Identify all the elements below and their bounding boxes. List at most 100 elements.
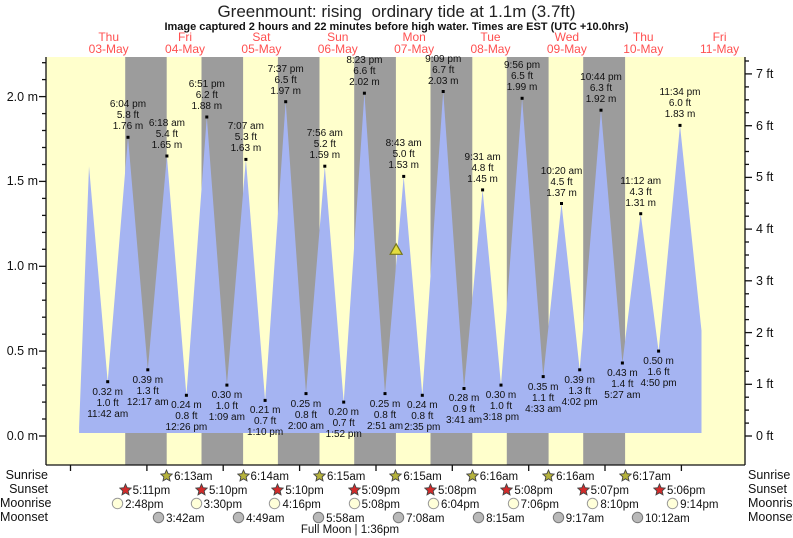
star-shape bbox=[312, 468, 327, 482]
tide-extreme-dot bbox=[462, 387, 466, 390]
tide-extreme-dot bbox=[520, 96, 524, 100]
tide-annotation-line: 6.5 ft bbox=[274, 74, 297, 86]
day-weekday: Wed bbox=[554, 30, 580, 44]
y-label-ft: 7 ft bbox=[756, 66, 774, 81]
tide-annotation-line: 7:37 pm bbox=[267, 63, 304, 75]
day-date: 07-May bbox=[394, 42, 435, 56]
tide-annotation-line: 0.30 m bbox=[211, 390, 243, 402]
moonrise-circle-icon bbox=[427, 497, 440, 513]
tide-annotation-line: 4:50 pm bbox=[640, 378, 677, 390]
y-label-m: 2.0 m bbox=[6, 89, 38, 104]
low-tide-annotation: 0.50 m 1.6 ft 4:50 pm bbox=[627, 356, 691, 389]
tide-annotation-line: 0.25 m bbox=[369, 398, 401, 410]
high-tide-annotation: 11:12 am 4.3 ft 1.31 m bbox=[609, 176, 673, 209]
tide-extreme-dot bbox=[304, 392, 308, 396]
moon-phase-note: Full Moon | 1:36pm bbox=[300, 524, 400, 536]
tide-annotation-line: 6:18 am bbox=[148, 117, 185, 129]
sunrise-event: 6:17am bbox=[618, 468, 671, 485]
moonset-circle-icon bbox=[552, 511, 565, 527]
sunrise-star-icon bbox=[465, 468, 480, 485]
sunset-event: 5:08pm bbox=[423, 482, 476, 499]
tide-annotation-line: 4.5 ft bbox=[550, 176, 573, 188]
tide-annotation-line: 6.6 ft bbox=[353, 66, 376, 78]
tide-annotation-line: 6.3 ft bbox=[589, 83, 613, 95]
high-tide-annotation: 10:44 pm 6.3 ft 1.92 m bbox=[569, 72, 633, 105]
moonrise-time: 9:14pm bbox=[680, 498, 719, 511]
tide-area bbox=[79, 91, 702, 433]
sunrise-event: 6:14am bbox=[236, 468, 289, 485]
low-tide-annotation: 0.39 m 1.3 ft 4:02 pm bbox=[548, 375, 612, 408]
row-label-left-sunset: Sunset bbox=[9, 482, 48, 496]
sunset-time: 5:10pm bbox=[208, 484, 248, 497]
moonrise-event: 3:30pm bbox=[190, 497, 242, 513]
tide-extreme-dot bbox=[106, 380, 110, 384]
tide-extreme-dot bbox=[362, 91, 366, 95]
sunset-event: 5:07pm bbox=[576, 482, 629, 499]
tide-annotation-line: 10:20 am bbox=[540, 165, 583, 177]
tide-annotation-line: 0.28 m bbox=[448, 393, 480, 405]
high-tide-annotation: 7:37 pm 6.5 ft 1.97 m bbox=[254, 64, 318, 97]
tide-annotation-line: 4.8 ft bbox=[471, 162, 494, 174]
day-date: 11-May bbox=[700, 42, 740, 56]
tide-annotation-line: 4:02 pm bbox=[561, 396, 598, 408]
low-tide-annotation: 0.39 m 1.3 ft 12:17 am bbox=[116, 375, 180, 408]
tide-annotation-line: 1.31 m bbox=[625, 197, 656, 209]
low-tide-annotation: 0.28 m 0.9 ft 3:41 am bbox=[432, 393, 496, 426]
tide-annotation-line: 0.24 m bbox=[171, 400, 202, 412]
tide-extreme-dot bbox=[441, 90, 445, 93]
sunrise-event: 6:16am bbox=[541, 468, 594, 485]
tide-annotation-line: 1.3 ft bbox=[136, 385, 159, 397]
circle-shape bbox=[312, 511, 325, 523]
tide-annotation-line: 6.5 ft bbox=[510, 71, 534, 83]
day-date: 08-May bbox=[470, 42, 511, 56]
moonrise-circle-icon bbox=[268, 497, 281, 513]
sunset-time: 5:06pm bbox=[666, 484, 706, 497]
sunset-event: 5:11pm bbox=[118, 482, 170, 499]
sunrise-star-icon bbox=[389, 468, 403, 485]
tide-annotation-line: 6.2 ft bbox=[195, 89, 218, 101]
tide-annotation-line: 5.8 ft bbox=[116, 110, 140, 122]
tide-annotation-line: 1.53 m bbox=[388, 160, 419, 172]
sunset-star-icon bbox=[423, 482, 438, 499]
moonset-time: 7:08am bbox=[406, 512, 445, 525]
moonrise-time: 3:30pm bbox=[203, 498, 243, 511]
row-label-right-sunset: Sunset bbox=[748, 482, 787, 496]
tide-extreme-dot bbox=[620, 361, 624, 365]
moonrise-event: 8:10pm bbox=[586, 497, 639, 513]
high-tide-annotation: 6:04 pm 5.8 ft 1.76 m bbox=[96, 99, 160, 132]
day-weekday: Tue bbox=[480, 30, 501, 44]
day-weekday: Fri bbox=[712, 30, 727, 44]
tide-annotation-line: 6.0 ft bbox=[668, 98, 692, 110]
high-tide-annotation: 10:20 am 4.5 ft 1.37 m bbox=[530, 166, 594, 199]
high-tide-annotation: 9:09 pm 6.7 ft 2.03 m bbox=[411, 54, 475, 87]
y-label-ft: 0 ft bbox=[756, 429, 774, 443]
tide-annotation-line: 1.65 m bbox=[151, 139, 183, 151]
tide-annotation-line: 1.1 ft bbox=[532, 392, 555, 404]
moonset-event: 5:58am bbox=[312, 511, 364, 527]
moonrise-time: 2:48pm bbox=[125, 498, 164, 511]
sunrise-time: 6:15am bbox=[326, 470, 366, 483]
tide-annotation-line: 3:18 pm bbox=[482, 412, 520, 424]
tide-annotation-line: 7:07 am bbox=[227, 121, 264, 133]
tide-annotation-line: 2.03 m bbox=[427, 75, 459, 87]
sunset-star-icon bbox=[118, 482, 132, 499]
tide-annotation-line: 1.59 m bbox=[309, 150, 341, 162]
low-tide-annotation: 0.43 m 1.4 ft 5:27 am bbox=[590, 368, 654, 401]
y-label-m: 1.0 m bbox=[6, 259, 38, 274]
moonset-circle-icon bbox=[631, 511, 644, 527]
low-tide-annotation: 0.32 m 1.0 ft 11:42 am bbox=[76, 387, 140, 420]
sunset-time: 5:08pm bbox=[514, 484, 553, 497]
row-label-left-moonset: Moonset bbox=[0, 510, 48, 524]
circle-shape bbox=[232, 511, 245, 523]
tide-annotation-line: 6:51 pm bbox=[188, 78, 225, 90]
day-date: 04-May bbox=[165, 42, 206, 56]
tide-extreme-dot bbox=[205, 115, 209, 119]
day-label: Wed 09-May bbox=[530, 31, 604, 55]
tide-annotation-line: 11:42 am bbox=[87, 408, 129, 420]
circle-shape bbox=[427, 497, 440, 509]
tide-annotation-line: 6:04 pm bbox=[109, 99, 147, 111]
moonrise-event: 5:08pm bbox=[348, 497, 400, 513]
tide-annotation-line: 1.3 ft bbox=[568, 385, 591, 397]
